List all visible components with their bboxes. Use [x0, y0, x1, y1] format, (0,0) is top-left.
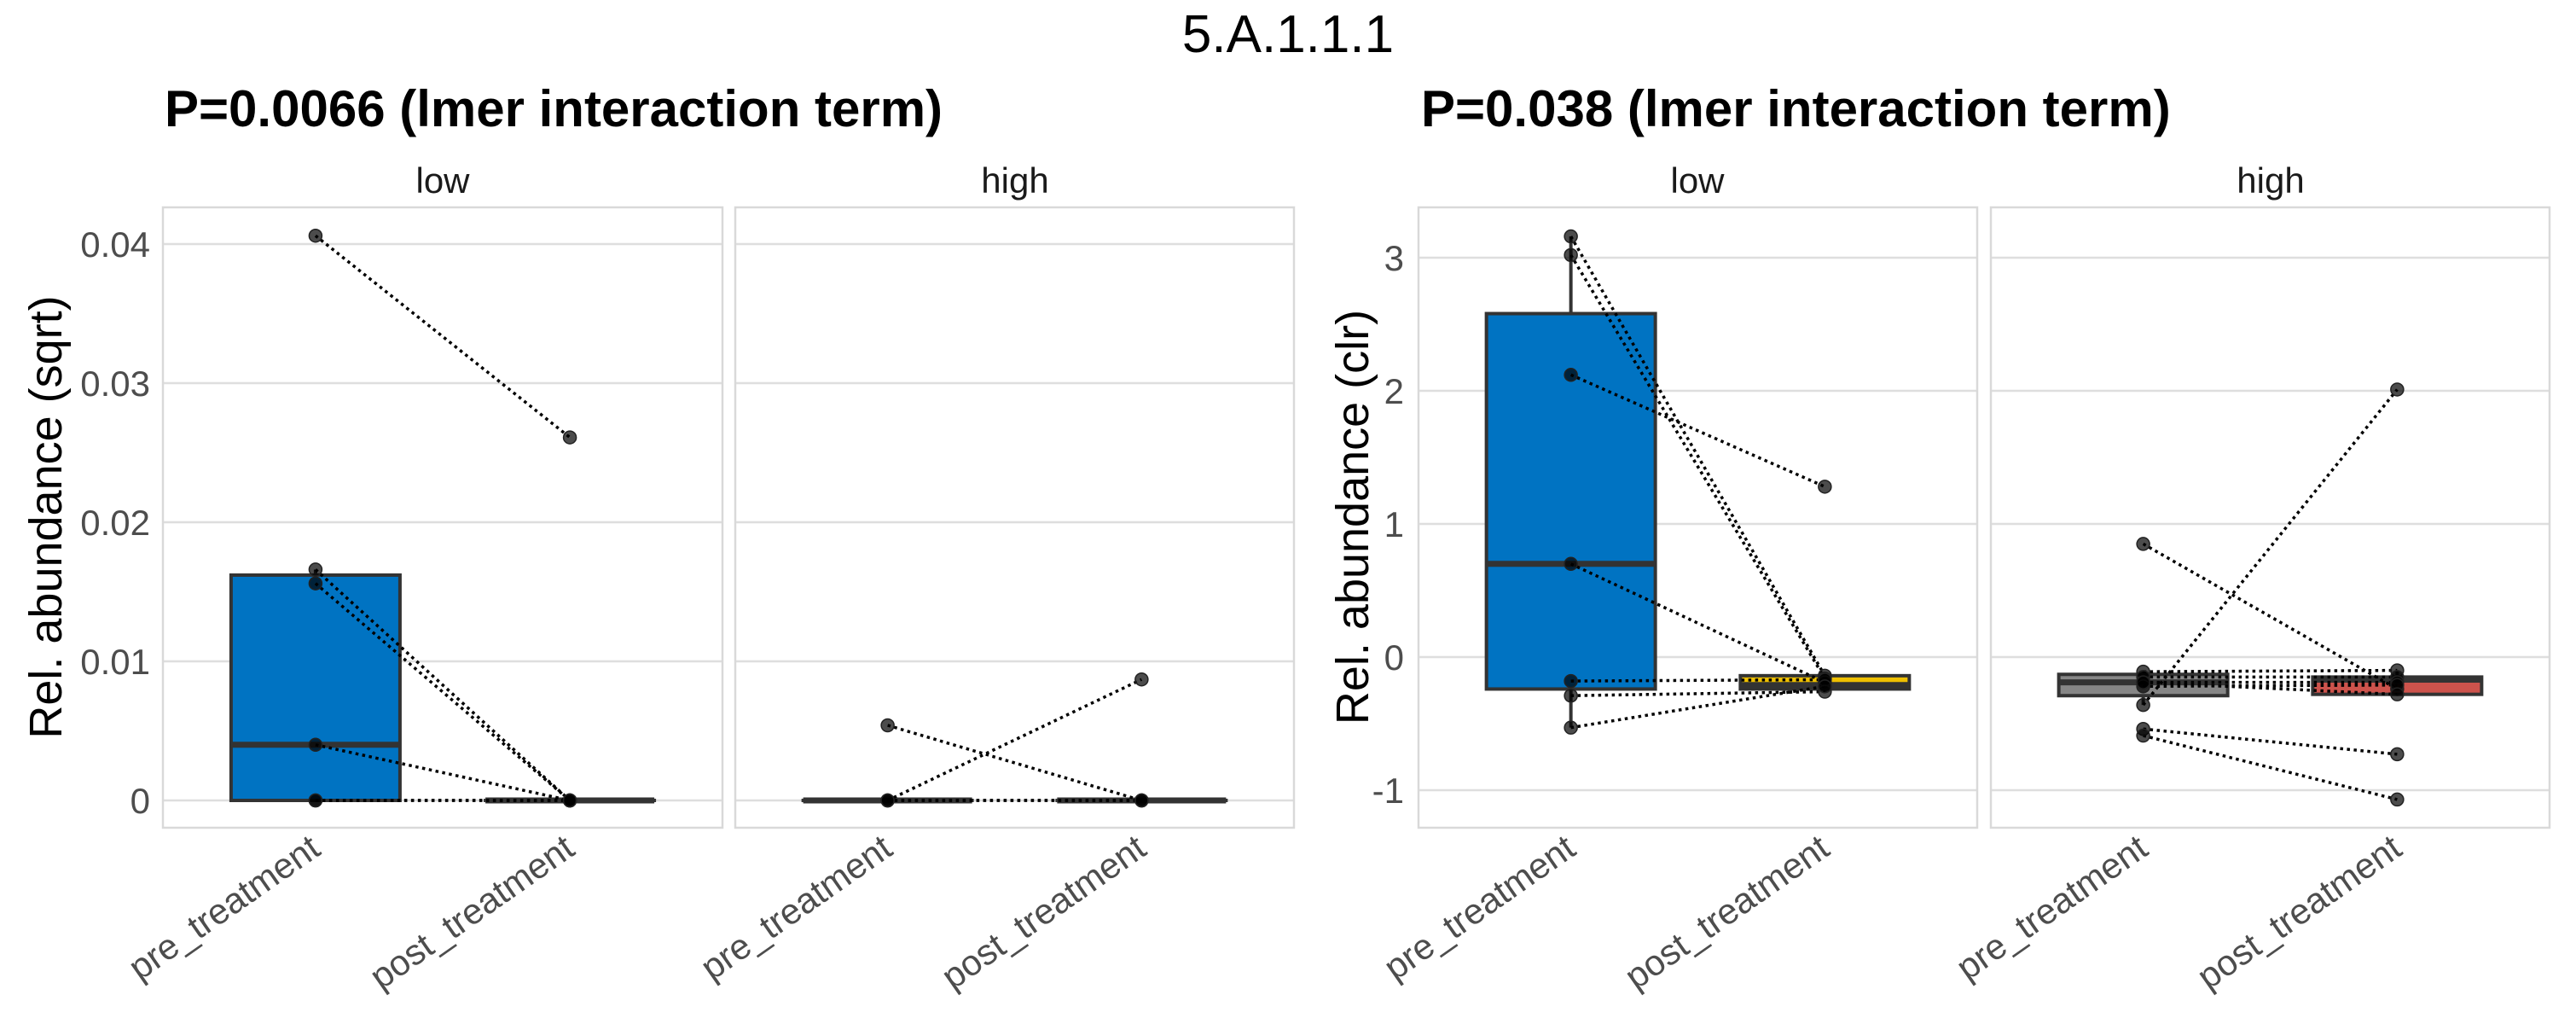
data-point-post [562, 793, 577, 808]
data-point-post [1134, 793, 1149, 808]
x-tick-label: pre_treatment [1377, 827, 1582, 988]
y-tick-label: 3 [1384, 238, 1404, 278]
panel-border [161, 206, 724, 829]
chart-title-clr: P=0.038 (lmer interaction term) [1421, 80, 2171, 137]
facet-panel-low: pre_treatment post_treatment [1377, 206, 1979, 997]
paired-line [1569, 373, 1826, 488]
paired-line [887, 724, 1142, 802]
data-point-pre [2136, 675, 2150, 689]
y-tick-label: 0 [1384, 637, 1404, 678]
paired-line [315, 743, 571, 802]
y-tick-label: -1 [1372, 771, 1404, 811]
data-point-pre [880, 793, 895, 808]
data-point-pre [1564, 720, 1578, 735]
y-tick-label: 0.04 [80, 224, 150, 265]
x-tick-label: pre_treatment [693, 827, 899, 988]
data-point-post [2390, 687, 2405, 701]
paired-line [886, 678, 1143, 802]
paired-line [314, 582, 571, 802]
y-tick-label: 1 [1384, 504, 1404, 544]
paired-line [314, 568, 571, 802]
paired-line [2143, 734, 2398, 801]
data-point-pre [2136, 537, 2150, 551]
facet-panel-high: pre_treatment post_treatment [693, 206, 1296, 997]
data-point-post [2390, 792, 2405, 807]
data-point-pre [308, 737, 323, 753]
x-tick-label: post_treatment [363, 827, 582, 997]
y-tick-label: 2 [1384, 371, 1404, 411]
chart-title-sqrt: P=0.0066 (lmer interaction term) [165, 80, 943, 137]
paired-line [1569, 562, 1826, 684]
data-point-post [1134, 672, 1149, 687]
box-pre_treatment [229, 573, 402, 802]
y-tick-label: 0 [131, 781, 150, 821]
data-point-post [562, 430, 577, 445]
data-point-post [1818, 679, 1832, 694]
data-point-post [2390, 747, 2405, 762]
data-point-pre [1564, 673, 1578, 689]
figure-title: 5.A.1.1.1 [1182, 5, 1394, 64]
paired-line [1569, 253, 1826, 679]
paired-line [2143, 727, 2398, 756]
data-point-pre [880, 718, 895, 733]
paired-line [1570, 689, 1825, 697]
x-tick-label: post_treatment [2190, 827, 2409, 997]
paired-line [314, 234, 571, 439]
paired-line [1569, 236, 1826, 677]
data-point-pre [308, 562, 323, 577]
y-tick-label: 0.01 [80, 642, 150, 682]
strip-label-sqrt-high: high [981, 160, 1048, 201]
paired-line [1570, 684, 1825, 730]
y-tick-label: 0.02 [80, 503, 150, 543]
data-point-pre [2136, 728, 2150, 743]
x-tick-label: pre_treatment [121, 827, 327, 988]
data-point-pre [1564, 229, 1578, 244]
strip-label-clr-low: low [1670, 160, 1725, 201]
y-tick-label: 0.03 [80, 364, 150, 404]
data-point-pre [2136, 697, 2150, 713]
data-point-pre [1564, 247, 1578, 263]
panel-border [1989, 206, 2551, 829]
paired-line [2143, 684, 2398, 689]
paired-line [2143, 680, 2398, 696]
y-axis-title-sqrt: Rel. abundance (sqrt) [20, 295, 72, 738]
paired-line [1570, 678, 1825, 683]
panel-border [734, 206, 1296, 829]
y-axis-title-clr: Rel. abundance (clr) [1327, 310, 1378, 724]
box-pre_treatment [1484, 311, 1657, 691]
data-point-pre [308, 576, 323, 591]
data-point-post [2390, 382, 2405, 397]
data-point-pre [1564, 368, 1578, 382]
data-point-pre [1564, 688, 1578, 703]
data-point-pre [308, 228, 323, 243]
data-point-pre [1564, 556, 1578, 572]
data-point-post [1818, 480, 1832, 494]
strip-label-sqrt-low: low [415, 160, 470, 201]
panel-border [1417, 206, 1979, 829]
x-tick-label: post_treatment [1617, 827, 1836, 997]
strip-label-clr-high: high [2237, 160, 2304, 201]
facet-panel-high: pre_treatment post_treatment [1949, 206, 2551, 997]
paired-line [2143, 668, 2398, 673]
paired-line [2142, 542, 2399, 690]
x-tick-label: pre_treatment [1949, 827, 2155, 988]
facet-panel-low: pre_treatment post_treatment [121, 206, 724, 997]
data-point-pre [308, 793, 323, 808]
x-tick-label: post_treatment [934, 827, 1153, 997]
